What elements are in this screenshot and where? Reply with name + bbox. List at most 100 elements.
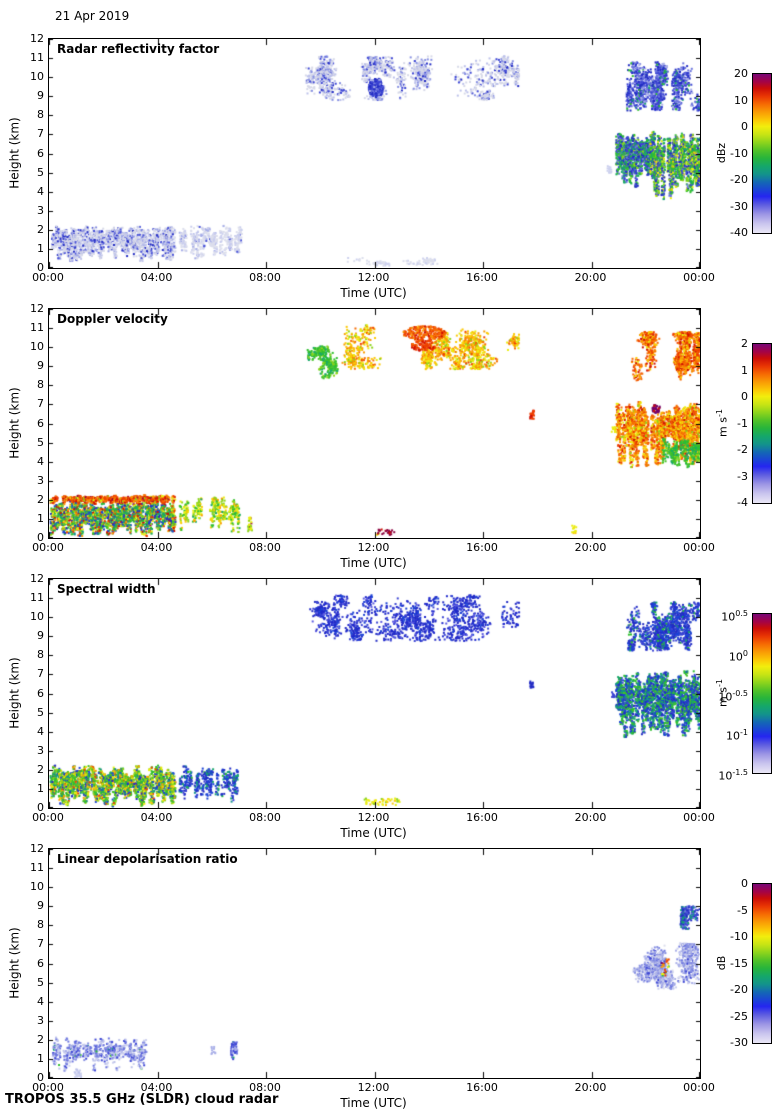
y-tick-label: 8 — [37, 918, 44, 932]
plot-area-doppler-velocity: Doppler velocity — [48, 308, 701, 539]
x-tick-label: 00:00 — [32, 1081, 64, 1094]
x-tick-label: 04:00 — [140, 271, 173, 284]
y-tick-label: 7 — [37, 127, 44, 141]
y-tick-label: 4 — [37, 454, 44, 468]
x-tick-label: 08:00 — [249, 271, 281, 284]
colorbar-tick-label: -15 — [730, 956, 748, 970]
plot-area-linear-depolarisation-ratio: Linear depolarisation ratio — [48, 848, 701, 1079]
y-tick-label: 2 — [37, 222, 44, 236]
y-tick-label: 11 — [30, 591, 44, 605]
colorbar-tick-label: 10-0.5 — [718, 688, 748, 704]
x-tick-label: 08:00 — [249, 541, 281, 554]
panel-doppler-velocity: Doppler velocity 0 1 2 3 4 5 6 7 8 9 10 11 12 Height (… — [8, 302, 772, 570]
y-tick-label: 2 — [37, 1032, 44, 1046]
y-tick-label: 2 — [37, 492, 44, 506]
colorbar-gradient — [752, 613, 772, 774]
colorbar-tick-label: -10 — [730, 146, 748, 160]
y-tick-label: 8 — [37, 648, 44, 662]
x-tick-label: 12:00 — [357, 541, 390, 554]
y-axis-label: Height (km) — [7, 657, 22, 729]
x-axis-label: Time (UTC) — [340, 826, 407, 840]
colorbar-linear-depolarisation-ratio: 0 -5 -10 -15 -20 -25 -30 dB — [715, 877, 772, 1049]
x-tick-label: 08:00 — [249, 1081, 281, 1094]
y-tick-label: 0 — [37, 801, 44, 814]
x-tick-label: 00:00 — [32, 541, 64, 554]
y-tick-label: 1 — [37, 511, 44, 525]
colorbar-unit-label: dB — [715, 955, 728, 970]
colorbar-unit-label: m s-1 — [715, 678, 730, 707]
y-tick-label: 9 — [37, 89, 44, 103]
x-tick-label: 08:00 — [249, 811, 281, 824]
y-tick-label: 5 — [37, 705, 44, 719]
y-tick-label: 0 — [37, 1071, 44, 1084]
colorbar-tick-label: -30 — [730, 199, 748, 213]
radar-echo-canvas-spectral-width — [49, 579, 700, 808]
colorbar-gradient — [752, 73, 772, 234]
colorbar-tick-label: -10 — [730, 930, 748, 943]
colorbar-tick-label: 1 — [741, 363, 748, 377]
y-tick-label: 10 — [30, 610, 44, 624]
y-tick-label: 7 — [37, 937, 44, 951]
colorbar-tick-label: -1 — [737, 416, 748, 430]
y-tick-label: 6 — [37, 686, 44, 700]
panel-linear-depolarisation-ratio: Linear depolarisation ratio 0 1 2 3 4 5 6 7 8 9 10 1… — [8, 842, 772, 1110]
colorbar-gradient — [752, 343, 772, 504]
x-tick-label: 00:00 — [683, 811, 715, 824]
y-tick-label: 5 — [37, 165, 44, 179]
x-tick-label: 00:00 — [683, 1081, 715, 1094]
colorbar-tick-label: -4 — [737, 496, 748, 509]
colorbar-tick-label: 2 — [741, 337, 748, 350]
x-tick-label: 04:00 — [140, 811, 173, 824]
colorbar-spectral-width: 100.5 100 10-0.5 10-1 10-1.5 m s-1 — [715, 609, 772, 783]
x-tick-label: 12:00 — [357, 811, 390, 824]
colorbar-unit-label: dBz — [715, 142, 728, 163]
y-tick-label: 3 — [37, 1013, 44, 1027]
x-tick-label: 00:00 — [32, 271, 64, 284]
x-tick-label: 20:00 — [574, 271, 607, 284]
radar-echo-canvas-doppler-velocity — [49, 309, 700, 538]
colorbar-tick-label: -3 — [737, 469, 748, 483]
x-tick-label: 04:00 — [140, 541, 173, 554]
x-tick-label: 00:00 — [32, 811, 64, 824]
x-axis-label: Time (UTC) — [340, 556, 407, 570]
y-tick-label: 10 — [30, 70, 44, 84]
y-axis-label: Height (km) — [7, 117, 22, 189]
y-tick-label: 11 — [30, 321, 44, 335]
y-axis-label: Height (km) — [7, 927, 22, 999]
y-tick-label: 3 — [37, 203, 44, 217]
x-tick-label: 16:00 — [466, 1081, 498, 1094]
y-tick-label: 7 — [37, 397, 44, 411]
y-tick-label: 12 — [30, 572, 44, 585]
y-tick-label: 0 — [37, 531, 44, 544]
y-tick-label: 6 — [37, 416, 44, 430]
y-tick-label: 1 — [37, 241, 44, 255]
colorbar-tick-label: 20 — [734, 67, 748, 80]
plot-area-spectral-width: Spectral width — [48, 578, 701, 809]
y-tick-label: 11 — [30, 51, 44, 65]
y-tick-label: 1 — [37, 1051, 44, 1065]
radar-echo-canvas-linear-depolarisation-ratio — [49, 849, 700, 1078]
colorbar-doppler-velocity: 2 1 0 -1 -2 -3 -4 m s-1 — [715, 337, 772, 509]
panel-title-linear-depolarisation-ratio: Linear depolarisation ratio — [57, 852, 238, 866]
y-tick-label: 6 — [37, 956, 44, 970]
colorbar-tick-label: -20 — [730, 173, 748, 186]
x-tick-label: 00:00 — [683, 271, 715, 284]
panel-reflectivity: Radar reflectivity factor 0 1 2 3 4 5 6 7 8 9 10 11 1… — [8, 32, 772, 300]
y-tick-label: 0 — [37, 261, 44, 274]
y-tick-label: 10 — [30, 340, 44, 354]
y-tick-label: 4 — [37, 184, 44, 198]
colorbar-reflectivity: 20 10 0 -10 -20 -30 -40 dBz — [715, 67, 772, 239]
x-tick-label: 12:00 — [357, 271, 390, 284]
colorbar-tick-label: 0 — [741, 877, 748, 890]
y-tick-label: 8 — [37, 378, 44, 392]
x-tick-label: 16:00 — [466, 271, 498, 284]
colorbar-tick-label: 0 — [741, 120, 748, 133]
y-tick-label: 9 — [37, 899, 44, 913]
y-tick-label: 12 — [30, 32, 44, 45]
y-tick-label: 5 — [37, 435, 44, 449]
colorbar-tick-label: 100 — [728, 648, 748, 664]
y-tick-label: 10 — [30, 880, 44, 894]
plot-area-reflectivity: Radar reflectivity factor — [48, 38, 701, 269]
colorbar-gradient — [752, 883, 772, 1044]
x-tick-label: 00:00 — [683, 541, 715, 554]
